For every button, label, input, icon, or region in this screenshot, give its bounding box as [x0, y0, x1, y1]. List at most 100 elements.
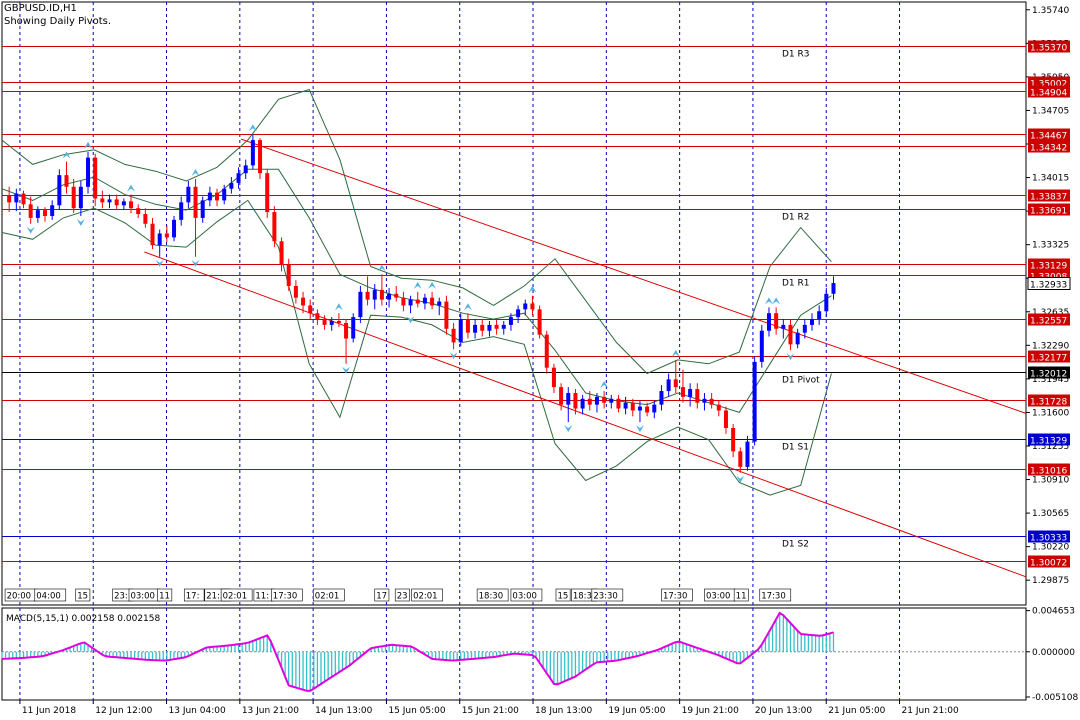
price-tag-label: 1.34904: [1030, 89, 1067, 99]
candle-body: [229, 182, 234, 189]
candle: [136, 204, 141, 218]
fractal-down-arrow: [635, 425, 644, 433]
price-tag: [1028, 394, 1070, 407]
symbol-title: GBPUSD.ID,H1: [4, 3, 77, 14]
session-tag-label: 23:30: [593, 592, 618, 602]
candle-body: [745, 441, 750, 467]
price-tag-label: 1.31016: [1030, 467, 1067, 477]
fractal-up-arrow: [191, 169, 200, 177]
candle-body: [451, 328, 456, 343]
fractal-down-arrow: [736, 475, 745, 483]
candle: [344, 319, 349, 364]
candle: [121, 198, 126, 211]
price-tag-label: 1.34342: [1030, 144, 1067, 154]
time-tick-label: 11 Jun 2018: [22, 706, 76, 716]
session-tag: [411, 588, 443, 602]
candle-body: [731, 427, 736, 452]
session-tag-label: 20:00: [7, 592, 32, 602]
fractal-up-arrow: [334, 303, 343, 311]
candle-body: [336, 321, 341, 323]
candle: [401, 291, 406, 312]
candle-body: [602, 396, 607, 403]
pivots-subtitle: Showing Daily Pivots.: [4, 16, 112, 27]
candle: [637, 400, 642, 423]
candle: [745, 435, 750, 471]
candle-body: [702, 398, 707, 403]
session-tag-label: 03:00: [512, 592, 537, 602]
candle: [766, 307, 771, 337]
candle: [473, 319, 478, 339]
candle: [666, 373, 671, 397]
candle: [86, 151, 91, 194]
candle-body: [365, 291, 370, 300]
session-tag: [34, 588, 67, 602]
candle-body: [136, 208, 141, 215]
session-tag-label: 17:30: [663, 592, 688, 602]
candle: [695, 383, 700, 409]
candle: [157, 229, 162, 257]
session-tag-label: 03:00: [130, 592, 155, 602]
candle-body: [637, 406, 642, 411]
candle-body: [71, 186, 76, 209]
candle: [501, 321, 506, 335]
price-tag: [1028, 258, 1070, 271]
candle: [437, 297, 442, 316]
pivot-label: D1 R1: [782, 279, 810, 289]
candle: [329, 317, 334, 331]
price-tick-label: 1.30565: [1032, 509, 1069, 519]
candle: [587, 391, 592, 411]
price-tag-label: 1.30333: [1030, 534, 1067, 544]
candle: [673, 359, 678, 393]
candle-body: [14, 193, 19, 203]
price-tag-label: 1.33837: [1030, 193, 1067, 203]
session-tag: [733, 588, 749, 602]
session-tag-label: 02:01: [413, 592, 438, 602]
candle-body: [652, 404, 657, 413]
candle-body: [781, 324, 786, 329]
candle: [508, 313, 513, 331]
price-tick-label: 1.31255: [1032, 442, 1069, 452]
candle-body: [215, 192, 220, 201]
session-tag: [75, 588, 91, 602]
candle-body: [121, 201, 126, 206]
candle: [114, 194, 119, 211]
candle: [64, 161, 69, 194]
candle: [35, 206, 40, 223]
candle-body: [7, 195, 12, 203]
candle-body: [107, 199, 112, 203]
candle-body: [809, 319, 814, 325]
candle: [57, 169, 62, 211]
session-tag: [271, 588, 303, 602]
candle-body: [329, 321, 334, 325]
pivot-label: D1 Pivot: [782, 376, 820, 386]
session-tag: [476, 588, 509, 602]
candle-body: [35, 210, 40, 218]
candle: [207, 186, 212, 207]
candle: [250, 134, 255, 170]
candle-body: [422, 297, 427, 304]
price-tag-label: 1.32177: [1030, 354, 1067, 364]
price-tag: [1028, 313, 1070, 326]
candle: [229, 177, 234, 194]
fractal-down-arrow: [449, 352, 458, 360]
candle: [559, 383, 564, 411]
session-tag-label: 15: [557, 592, 568, 602]
price-tag-label: 1.31329: [1030, 437, 1067, 447]
candle: [358, 285, 363, 323]
candle-body: [401, 297, 406, 306]
candle: [279, 237, 284, 272]
price-tag-label: 1.33129: [1030, 262, 1067, 272]
time-tick-label: 12 Jun 12:00: [95, 706, 152, 716]
time-tick-label: 18 Jun 13:00: [535, 706, 592, 716]
candle-body: [573, 392, 578, 409]
macd-title: MACD(5,15,1) 0.002158 0.002158: [6, 614, 161, 624]
candle: [172, 215, 177, 242]
price-tag-label: 1.34467: [1030, 132, 1067, 142]
candle-body: [709, 398, 714, 405]
candle-body: [680, 387, 685, 397]
session-tag: [591, 588, 624, 602]
price-tick-label: 1.32290: [1032, 341, 1069, 351]
session-tag-label: 03:00: [706, 592, 731, 602]
candle-body: [623, 402, 628, 409]
candle-body: [379, 289, 384, 300]
